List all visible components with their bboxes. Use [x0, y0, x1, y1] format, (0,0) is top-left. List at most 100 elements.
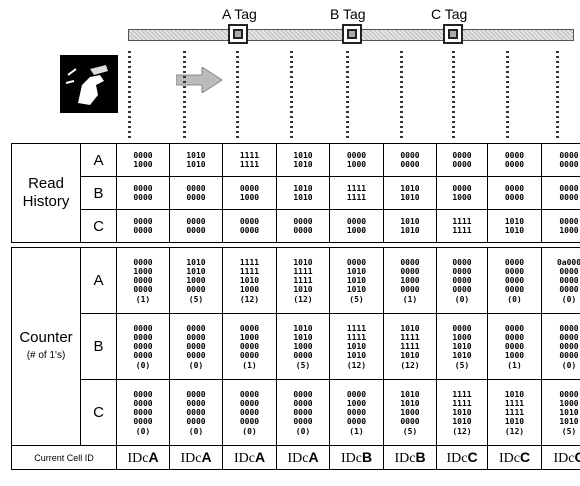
counter-cell: 0000 1010 1010 1010 (5) — [329, 247, 384, 314]
count-value: (1) — [507, 360, 522, 370]
current-cell-id: IDcC — [436, 445, 488, 470]
count-value: (12) — [400, 360, 420, 370]
signal-column — [290, 51, 293, 141]
bit-pattern: 0000 — [346, 257, 367, 267]
bit-pattern: 1000 — [400, 275, 420, 285]
signal-column — [346, 51, 349, 141]
bit-pattern: 0000 — [186, 226, 206, 235]
bit-pattern: 1010 — [400, 389, 420, 399]
read-history-label: Read History — [11, 143, 81, 243]
bit-pattern: 0000 — [504, 151, 525, 160]
bit-pattern: 0000 — [186, 284, 206, 294]
bit-pattern: 0000 — [293, 389, 313, 399]
bit-pattern: 1111 — [400, 332, 420, 342]
bit-pattern: 0000 — [504, 284, 525, 294]
history-cell: 0000 1000 — [222, 176, 277, 210]
bit-pattern: 0000 — [186, 350, 206, 360]
rfid-tag-c-icon — [443, 24, 463, 44]
bit-pattern: 1111 — [293, 266, 313, 276]
cell-id-suffix: B — [415, 448, 426, 465]
count-value: (1) — [402, 294, 418, 304]
count-value: (0) — [135, 360, 151, 370]
history-cell: 0000 0000 — [487, 176, 542, 210]
bit-pattern: 1000 — [239, 193, 260, 202]
bit-pattern: 0000 — [559, 151, 579, 160]
bit-pattern: 0000 — [559, 275, 579, 285]
counter-cell: 0000 0000 1000 0000 (1) — [383, 247, 437, 314]
bit-pattern: 1111 — [346, 184, 367, 193]
bit-pattern: 0000 — [452, 151, 472, 160]
bit-pattern: 1010 — [504, 226, 525, 235]
count-value: (1) — [242, 360, 257, 370]
bit-pattern: 1010 — [239, 275, 260, 285]
bit-pattern: 0a000 — [556, 257, 580, 267]
read-history-table: Read History A 0000 1000 1010 1010 1111 1111 101… — [11, 143, 580, 243]
arrow-right-icon — [176, 67, 222, 93]
counter-cell: 0000 0000 0000 0000 (0) — [169, 379, 223, 446]
signal-column — [506, 51, 509, 141]
bit-pattern: 1010 — [452, 341, 472, 351]
history-cell: 1111 1111 — [222, 143, 277, 177]
bit-pattern: 0000 — [504, 323, 525, 333]
bit-pattern: 0000 — [559, 323, 579, 333]
counter-cell: 0000 1000 1010 1010 (5) — [436, 313, 488, 380]
history-cell: 1010 1010 — [487, 209, 542, 243]
bit-pattern: 0000 — [559, 350, 579, 360]
bit-pattern: 0000 — [239, 389, 260, 399]
count-value: (0) — [561, 360, 577, 370]
signal-column — [452, 51, 455, 141]
bit-pattern: 1010 — [293, 160, 313, 169]
bit-pattern: 1010 — [452, 350, 472, 360]
bit-pattern: 1111 — [452, 217, 472, 226]
history-cell: 1010 1010 — [383, 176, 437, 210]
signal-column — [400, 51, 403, 141]
bit-pattern: 0000 — [559, 389, 579, 399]
bit-pattern: 0000 — [559, 341, 579, 351]
bit-pattern: 1010 — [293, 332, 313, 342]
bit-pattern: 0000 — [133, 257, 153, 267]
bit-pattern: 1010 — [504, 416, 525, 426]
history-cell: 1010 1010 — [169, 143, 223, 177]
row-letter: C — [80, 379, 117, 446]
bit-pattern: 0000 — [452, 160, 472, 169]
row-letter: B — [80, 313, 117, 380]
count-value: (0) — [454, 294, 470, 304]
counter-cell: 0000 0000 0000 0000 (0) — [436, 247, 488, 314]
bit-pattern: 1111 — [239, 160, 260, 169]
bit-pattern: 1000 — [559, 398, 579, 408]
row-letter: A — [80, 247, 117, 314]
bit-pattern: 0000 — [559, 217, 579, 226]
count-value: (0) — [295, 426, 311, 436]
bit-pattern: 1010 — [346, 350, 367, 360]
signal-column — [128, 51, 131, 141]
bit-pattern: 0000 — [133, 416, 153, 426]
bit-pattern: 0000 — [400, 284, 420, 294]
bit-pattern: 1010 — [400, 398, 420, 408]
history-cell: 1111 1111 — [436, 209, 488, 243]
bit-pattern: 1000 — [559, 226, 579, 235]
count-value: (5) — [402, 426, 418, 436]
read-history-row: C 0000 0000 0000 0000 0000 0000 0000 0000 0000 100… — [12, 209, 580, 243]
tag-label-c: C Tag — [431, 6, 468, 22]
bit-pattern: 0000 — [504, 341, 525, 351]
count-value: (12) — [239, 294, 260, 304]
current-cell-id: IDcA — [116, 445, 170, 470]
count-value: (12) — [293, 294, 313, 304]
bit-pattern: 1000 — [346, 160, 367, 169]
bit-pattern: 1000 — [452, 332, 472, 342]
counter-cell: 0000 0000 0000 0000 (0) — [222, 379, 277, 446]
counter-cell: 1111 1111 1010 1010 (12) — [329, 313, 384, 380]
counter-cell: 1111 1111 1010 1000 (12) — [222, 247, 277, 314]
bit-pattern: 0000 — [133, 217, 153, 226]
count-value: (5) — [188, 294, 204, 304]
bit-pattern: 0000 — [346, 407, 367, 417]
count-value: (12) — [504, 426, 525, 436]
bit-pattern: 1010 — [346, 341, 367, 351]
bit-pattern: 0000 — [186, 398, 206, 408]
bit-pattern: 0000 — [186, 341, 206, 351]
bit-pattern: 1010 — [400, 323, 420, 333]
rfid-tag-b-icon — [342, 24, 362, 44]
signal-column — [556, 51, 559, 141]
bit-pattern: 1111 — [293, 275, 313, 285]
bit-pattern: 1010 — [186, 151, 206, 160]
